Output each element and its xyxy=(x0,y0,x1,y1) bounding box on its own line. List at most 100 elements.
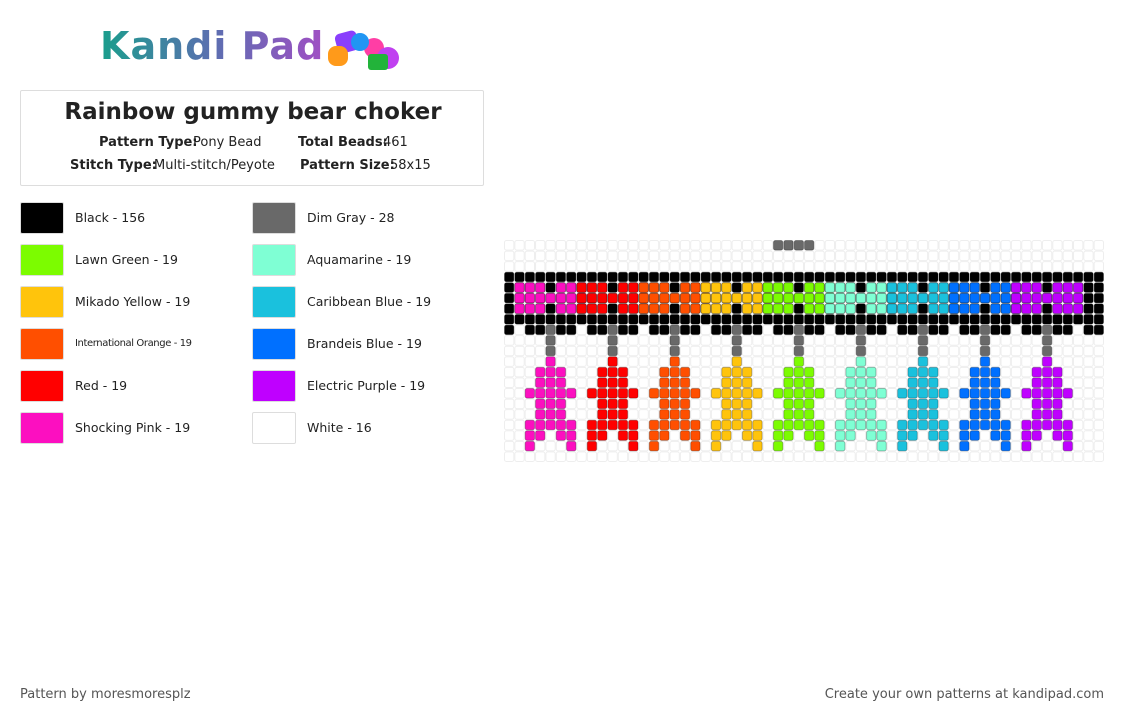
bead xyxy=(741,356,753,367)
bead xyxy=(638,356,649,367)
bead xyxy=(586,345,598,357)
bead xyxy=(938,271,949,283)
bead xyxy=(897,345,908,357)
bead xyxy=(710,314,722,325)
bead xyxy=(824,366,836,378)
bead xyxy=(741,366,753,378)
bead xyxy=(1031,419,1042,431)
bead xyxy=(897,388,908,399)
bead xyxy=(772,335,784,346)
bead xyxy=(907,409,918,420)
bead xyxy=(566,409,577,420)
bead xyxy=(586,430,598,441)
bead xyxy=(741,271,753,283)
bead xyxy=(586,250,598,262)
bead xyxy=(504,377,515,389)
bead xyxy=(866,440,877,452)
bead xyxy=(762,250,773,262)
bead xyxy=(638,377,649,389)
bead xyxy=(504,292,515,304)
bead xyxy=(700,377,711,389)
bead xyxy=(617,430,629,441)
bead xyxy=(607,271,618,283)
bead xyxy=(1021,345,1032,357)
bead xyxy=(990,398,1001,410)
bead xyxy=(804,345,815,357)
bead xyxy=(1041,377,1053,389)
bead xyxy=(1072,324,1084,336)
bead xyxy=(607,388,618,399)
bead xyxy=(710,409,722,420)
bead xyxy=(855,303,867,314)
bead xyxy=(814,366,825,378)
bead xyxy=(566,271,577,283)
bead xyxy=(886,345,898,357)
bead xyxy=(545,303,556,314)
bead xyxy=(1010,356,1022,367)
bead xyxy=(566,366,577,378)
bead xyxy=(886,314,898,325)
bead xyxy=(1062,335,1073,346)
bead xyxy=(659,366,670,378)
bead xyxy=(959,240,970,251)
bead xyxy=(1072,409,1084,420)
bead xyxy=(586,261,598,272)
bead xyxy=(555,271,567,283)
bead xyxy=(772,430,784,441)
bead xyxy=(514,440,525,452)
bead xyxy=(979,356,991,367)
bead xyxy=(824,356,836,367)
bead xyxy=(804,366,815,378)
bead xyxy=(1083,292,1094,304)
bead xyxy=(1093,377,1104,389)
bead xyxy=(514,409,525,420)
bead xyxy=(566,335,577,346)
bead xyxy=(710,419,722,431)
bead xyxy=(1062,314,1073,325)
bead xyxy=(990,409,1001,420)
bead xyxy=(814,451,825,462)
bead xyxy=(731,250,742,262)
bead xyxy=(1000,324,1011,336)
bead xyxy=(772,451,784,462)
bead xyxy=(535,430,546,441)
bead xyxy=(586,377,598,389)
bead xyxy=(907,345,918,357)
bead xyxy=(1041,409,1053,420)
bead xyxy=(928,430,939,441)
bead xyxy=(731,324,742,336)
bead xyxy=(679,335,691,346)
bead xyxy=(762,430,773,441)
bead xyxy=(617,240,629,251)
bead xyxy=(555,430,567,441)
promo: Create your own patterns at kandipad.com xyxy=(824,687,1104,702)
bead xyxy=(1021,335,1032,346)
bead xyxy=(814,409,825,420)
bead xyxy=(907,440,918,452)
bead xyxy=(659,388,670,399)
bead xyxy=(607,292,618,304)
bead xyxy=(1062,324,1073,336)
bead xyxy=(659,314,670,325)
bead xyxy=(566,282,577,293)
bead xyxy=(607,451,618,462)
bead xyxy=(845,303,856,314)
bead xyxy=(524,292,536,304)
bead xyxy=(886,366,898,378)
bead xyxy=(907,430,918,441)
bead xyxy=(804,240,815,251)
bead xyxy=(886,292,898,304)
bead xyxy=(679,366,691,378)
bead xyxy=(586,388,598,399)
bead xyxy=(824,388,836,399)
bead xyxy=(535,356,546,367)
bead xyxy=(1000,345,1011,357)
bead xyxy=(1041,366,1053,378)
bead xyxy=(607,430,618,441)
bead xyxy=(535,324,546,336)
bead xyxy=(897,261,908,272)
bead xyxy=(876,271,887,283)
bead xyxy=(793,366,805,378)
bead xyxy=(555,324,567,336)
bead xyxy=(700,398,711,410)
